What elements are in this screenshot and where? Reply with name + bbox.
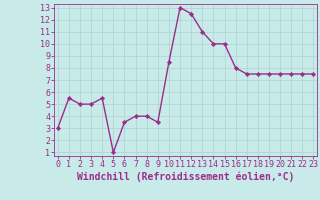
X-axis label: Windchill (Refroidissement éolien,°C): Windchill (Refroidissement éolien,°C) — [77, 172, 294, 182]
